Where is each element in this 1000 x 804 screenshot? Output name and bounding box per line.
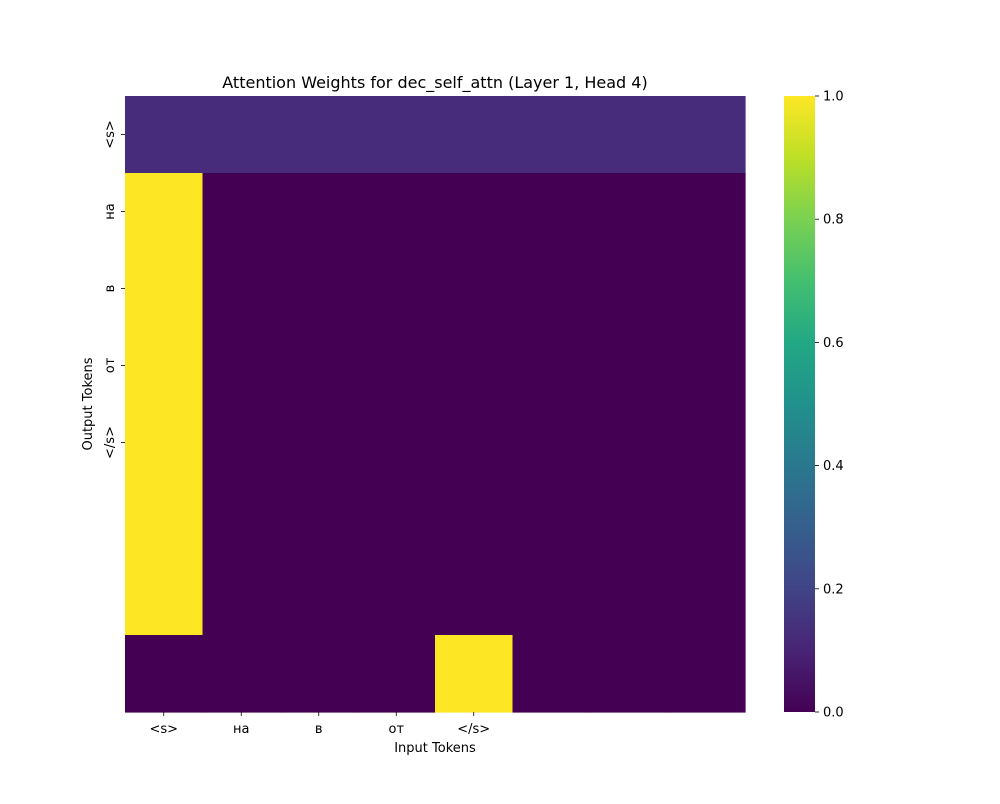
heatmap-cell <box>512 404 591 482</box>
y-tick-label: </s> <box>103 426 118 459</box>
y-axis-ticks: <s> на в от </s> <box>103 120 125 459</box>
heatmap-cell <box>435 558 514 636</box>
x-tick-label: </s> <box>457 722 490 737</box>
colorbar-tick-label: 0.8 <box>823 213 844 228</box>
heatmap-cell <box>512 173 591 251</box>
heatmap-cell <box>512 481 591 559</box>
heatmap-cell <box>125 327 204 405</box>
heatmap-cell <box>202 327 281 405</box>
heatmap-cell <box>280 635 359 713</box>
heatmap-cell <box>202 481 281 559</box>
heatmap-cell <box>125 635 204 713</box>
heatmap-cell <box>357 635 436 713</box>
heatmap-cell <box>435 327 514 405</box>
heatmap-cell <box>512 635 591 713</box>
heatmap-cell <box>357 327 436 405</box>
heatmap-cell <box>667 96 746 174</box>
colorbar-tick-label: 1.0 <box>823 90 844 105</box>
heatmap-cell <box>357 250 436 328</box>
heatmap-cell <box>202 558 281 636</box>
heatmap-cell <box>667 635 746 713</box>
heatmap-cell <box>435 96 514 174</box>
heatmap-cell <box>667 173 746 251</box>
chart-title: Attention Weights for dec_self_attn (Lay… <box>222 73 647 93</box>
heatmap-cell <box>125 404 204 482</box>
heatmap-cell <box>357 96 436 174</box>
heatmap-cell <box>280 558 359 636</box>
heatmap-cell <box>280 250 359 328</box>
heatmap-cell <box>590 250 669 328</box>
heatmap-cell <box>667 327 746 405</box>
heatmap-cell <box>435 250 514 328</box>
heatmap-cell <box>512 327 591 405</box>
heatmap-cell <box>590 173 669 251</box>
heatmap-cell <box>125 481 204 559</box>
y-tick-label: от <box>103 357 118 373</box>
heatmap-cell <box>125 250 204 328</box>
heatmap-cells <box>125 96 746 713</box>
heatmap-cell <box>512 558 591 636</box>
heatmap-cell <box>590 327 669 405</box>
heatmap-cell <box>202 250 281 328</box>
heatmap-cell <box>435 635 514 713</box>
x-tick-label: от <box>388 722 404 737</box>
colorbar-ticks: 0.0 0.2 0.4 0.6 0.8 1.0 <box>815 90 844 721</box>
heatmap-cell <box>357 558 436 636</box>
heatmap-cell <box>590 635 669 713</box>
heatmap-cell <box>202 635 281 713</box>
heatmap-cell <box>357 173 436 251</box>
colorbar-tick-label: 0.2 <box>823 582 844 597</box>
heatmap-cell <box>435 173 514 251</box>
heatmap-cell <box>590 558 669 636</box>
heatmap-cell <box>280 173 359 251</box>
heatmap-cell <box>280 96 359 174</box>
heatmap-cell <box>202 173 281 251</box>
heatmap-cell <box>125 173 204 251</box>
heatmap-cell <box>202 404 281 482</box>
y-tick-label: <s> <box>103 120 118 149</box>
heatmap-cell <box>667 250 746 328</box>
heatmap-cell <box>667 558 746 636</box>
x-axis-ticks: <s> на в от </s> <box>149 712 490 737</box>
heatmap-cell <box>512 96 591 174</box>
heatmap-cell <box>590 481 669 559</box>
heatmap-cell <box>125 96 204 174</box>
heatmap-cell <box>357 404 436 482</box>
heatmap-cell <box>280 327 359 405</box>
colorbar <box>784 96 815 712</box>
heatmap-cell <box>667 481 746 559</box>
heatmap-cell <box>280 481 359 559</box>
y-axis-label: Output Tokens <box>81 357 96 450</box>
heatmap-cell <box>435 404 514 482</box>
heatmap-cell <box>512 250 591 328</box>
y-tick-label: в <box>103 285 118 293</box>
heatmap-cell <box>590 404 669 482</box>
heatmap-cell <box>435 481 514 559</box>
x-tick-label: <s> <box>149 722 178 737</box>
colorbar-tick-label: 0.4 <box>823 459 844 474</box>
heatmap-cell <box>202 96 281 174</box>
heatmap-cell <box>125 558 204 636</box>
heatmap-cell <box>357 481 436 559</box>
x-tick-label: на <box>233 722 249 737</box>
x-tick-label: в <box>315 722 323 737</box>
colorbar-tick-label: 0.0 <box>823 706 844 721</box>
heatmap-cell <box>280 404 359 482</box>
colorbar-tick-label: 0.6 <box>823 336 844 351</box>
heatmap-cell <box>590 96 669 174</box>
x-axis-label: Input Tokens <box>394 741 476 756</box>
heatmap-cell <box>667 404 746 482</box>
y-tick-label: на <box>103 203 118 219</box>
